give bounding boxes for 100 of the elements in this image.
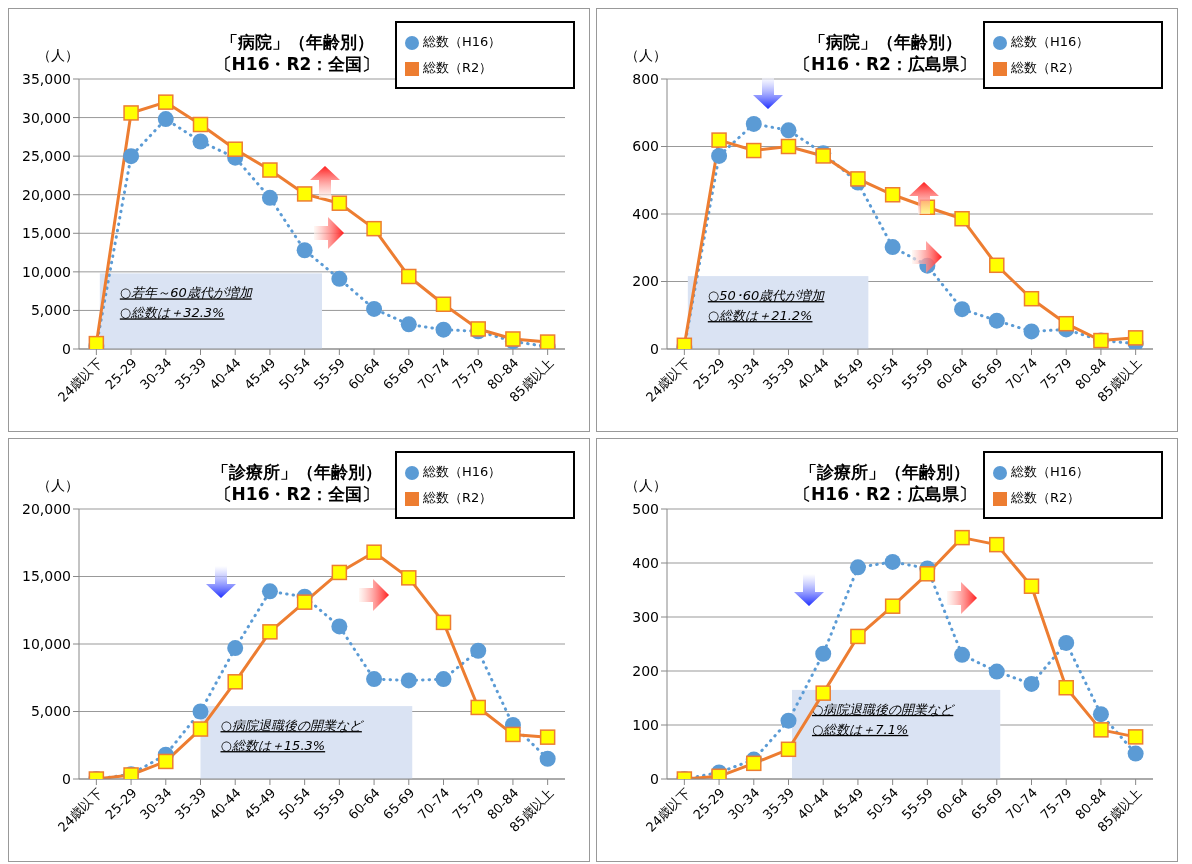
point bbox=[123, 148, 140, 165]
y-tick-label: 35,000 bbox=[22, 70, 71, 87]
point bbox=[989, 257, 1005, 274]
point bbox=[192, 116, 209, 133]
point bbox=[989, 536, 1005, 553]
point bbox=[780, 712, 797, 729]
point bbox=[227, 141, 243, 157]
y-tick-label: 400 bbox=[632, 205, 659, 222]
point bbox=[366, 671, 383, 688]
x-tick-label: 24歳以下 bbox=[55, 355, 106, 405]
y-tick-label: 0 bbox=[650, 770, 659, 787]
y-axis-title: （人） bbox=[625, 477, 667, 495]
y-tick-label: 0 bbox=[62, 770, 71, 787]
x-tick-label: 24歳以下 bbox=[643, 355, 694, 405]
point bbox=[158, 94, 174, 110]
point bbox=[157, 111, 174, 128]
point bbox=[884, 598, 901, 614]
y-tick-label: 800 bbox=[632, 70, 659, 87]
y-tick-label: 200 bbox=[632, 273, 659, 290]
y-tick-label: 0 bbox=[650, 340, 659, 357]
legend-label: 総数（R2） bbox=[1011, 490, 1081, 505]
annotation: ○総数は＋7.1% bbox=[811, 721, 909, 737]
point bbox=[401, 570, 417, 586]
point bbox=[470, 642, 487, 659]
x-tick-label: 24歳以下 bbox=[643, 785, 694, 835]
y-tick-label: 5,000 bbox=[30, 703, 71, 720]
chart-title: 「診療所」（年齢別） bbox=[212, 462, 382, 482]
point bbox=[296, 186, 313, 202]
y-tick-label: 0 bbox=[62, 340, 71, 357]
note-box: ○病院退職後の開業など ○総数は＋15.3% bbox=[200, 706, 413, 779]
point bbox=[711, 132, 727, 148]
y-tick-label: 30,000 bbox=[22, 109, 71, 126]
annotation: ○病院退職後の開業など bbox=[220, 718, 364, 734]
point bbox=[919, 566, 936, 582]
point bbox=[988, 663, 1005, 680]
chart-title: 「診療所」（年齢別） bbox=[800, 462, 970, 482]
y-tick-label: 400 bbox=[632, 554, 659, 571]
x-tick-label: 24歳以下 bbox=[55, 785, 106, 835]
y-tick-label: 100 bbox=[632, 716, 659, 733]
point bbox=[780, 138, 797, 155]
point bbox=[1023, 323, 1040, 340]
point bbox=[470, 699, 486, 716]
point bbox=[435, 321, 452, 338]
point bbox=[296, 594, 313, 610]
point bbox=[1092, 706, 1109, 723]
point bbox=[884, 239, 901, 256]
point bbox=[1058, 679, 1074, 696]
annotation: ○総数は＋21.2% bbox=[707, 308, 813, 324]
point bbox=[954, 301, 971, 318]
point bbox=[1127, 745, 1144, 762]
point bbox=[539, 334, 556, 349]
point bbox=[505, 726, 521, 743]
point bbox=[884, 187, 901, 203]
legend-label: 総数（H16） bbox=[1011, 34, 1090, 49]
point bbox=[954, 646, 971, 663]
point bbox=[331, 618, 348, 635]
point bbox=[227, 640, 244, 657]
y-tick-label: 15,000 bbox=[22, 568, 71, 585]
point bbox=[815, 645, 832, 662]
annotation: ○若年～60歳代が増加 bbox=[119, 285, 253, 301]
legend-label: 総数（H16） bbox=[423, 34, 502, 49]
point bbox=[1127, 729, 1144, 745]
chart-title: 「病院」（年齢別） bbox=[220, 32, 374, 52]
point bbox=[331, 195, 348, 211]
annotation: ○50･60歳代が増加 bbox=[707, 288, 826, 304]
point bbox=[711, 147, 728, 164]
legend-label: 総数（H16） bbox=[1011, 464, 1090, 479]
chart-subtitle: 〔H16・R2：全国〕 bbox=[214, 484, 380, 504]
point bbox=[849, 559, 866, 576]
point bbox=[262, 162, 278, 178]
legend-label: 総数（R2） bbox=[423, 60, 493, 75]
point bbox=[261, 583, 278, 600]
y-tick-label: 20,000 bbox=[22, 186, 71, 203]
point bbox=[366, 220, 382, 237]
point bbox=[884, 553, 901, 570]
annotation: ○総数は＋15.3% bbox=[220, 738, 326, 754]
point bbox=[123, 105, 139, 121]
chart-subtitle: 〔H16・R2：広島県〕 bbox=[794, 484, 976, 504]
point bbox=[158, 753, 174, 770]
point bbox=[954, 210, 970, 227]
y-tick-label: 25,000 bbox=[22, 148, 71, 165]
point bbox=[850, 628, 866, 645]
point bbox=[296, 242, 313, 259]
point bbox=[746, 755, 762, 772]
point bbox=[192, 703, 209, 720]
point bbox=[1023, 290, 1040, 307]
y-tick-label: 500 bbox=[632, 500, 659, 517]
point bbox=[435, 296, 452, 313]
point bbox=[539, 750, 556, 767]
y-tick-label: 600 bbox=[632, 138, 659, 155]
point bbox=[1093, 722, 1109, 738]
point bbox=[954, 529, 970, 546]
point bbox=[850, 171, 866, 187]
chart-title: 「病院」（年齢別） bbox=[808, 32, 962, 52]
y-tick-label: 20,000 bbox=[22, 500, 71, 517]
point bbox=[1023, 675, 1040, 692]
legend-label: 総数（R2） bbox=[1011, 60, 1081, 75]
point bbox=[227, 674, 243, 690]
point bbox=[1058, 315, 1074, 332]
legend-label: 総数（R2） bbox=[423, 490, 493, 505]
